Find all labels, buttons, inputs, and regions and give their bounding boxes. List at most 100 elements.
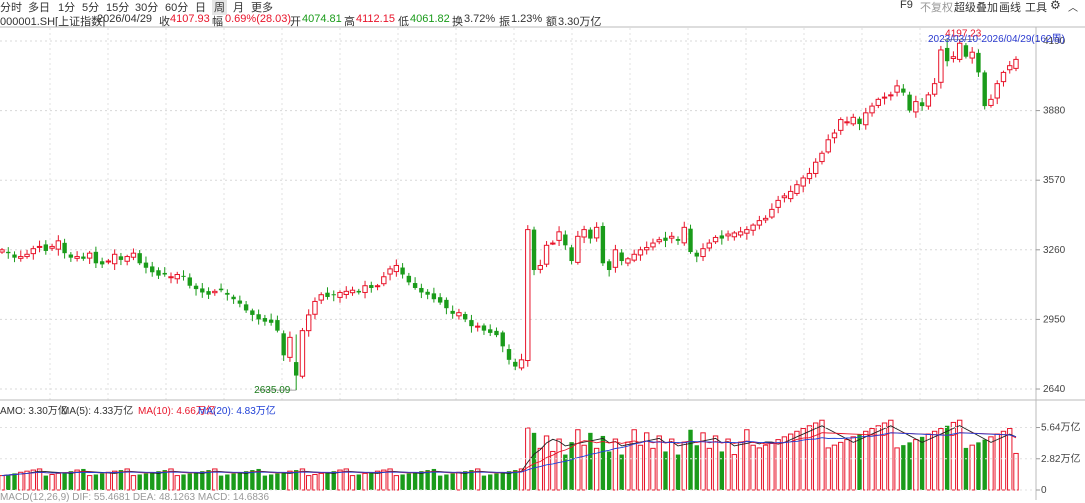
candle-body: [43, 244, 49, 251]
f9-button[interactable]: F9: [900, 0, 913, 11]
candle-body: [556, 231, 562, 241]
tools-button[interactable]: 工具: [1025, 2, 1047, 14]
volume-bar: [719, 451, 725, 490]
candle-body: [325, 292, 330, 297]
volume-bar: [24, 470, 30, 491]
volume-bar: [306, 475, 312, 491]
candle-body: [93, 251, 99, 264]
volume-bar: [118, 470, 124, 490]
volume-bar: [888, 419, 894, 491]
candle-body: [24, 253, 30, 258]
open-value: 4074.81: [302, 13, 342, 25]
candle-body: [281, 333, 286, 356]
candle-body: [374, 285, 381, 288]
turnover-value: 3.72%: [464, 13, 496, 25]
tab-1min[interactable]: 1分: [58, 2, 76, 14]
volume-bar: [656, 435, 662, 491]
volume-bar: [130, 475, 137, 491]
volume-bar: [425, 470, 430, 490]
volume-bar: [374, 470, 381, 491]
volume-bar: [913, 439, 919, 491]
date-range-label: 2023/03/10-2026/04/29(162周): [928, 34, 1065, 45]
candle-body: [656, 239, 662, 243]
volume-bar: [563, 454, 568, 490]
candle-body: [593, 226, 600, 239]
candle-body: [318, 294, 324, 301]
candle-body: [769, 208, 775, 218]
candle-body: [431, 293, 437, 300]
candle-body: [68, 254, 74, 258]
tab-week[interactable]: 周: [212, 0, 227, 15]
volume-bar: [318, 472, 324, 491]
tab-day[interactable]: 日: [195, 2, 206, 14]
candle-body: [494, 330, 499, 336]
volume-bar: [838, 441, 844, 491]
candle-body: [256, 314, 261, 320]
volume-bar: [944, 425, 950, 490]
candle-body: [569, 247, 574, 262]
candle-body: [268, 319, 274, 323]
volume-bar: [569, 442, 574, 490]
volume-bar: [444, 474, 449, 490]
candle-body: [1000, 71, 1007, 83]
volume-bar: [181, 474, 186, 490]
volume-bar: [325, 472, 330, 490]
candle-body: [700, 248, 706, 258]
volume-bar: [412, 472, 418, 490]
volume-bar: [55, 472, 62, 491]
min-price-label: 2635.09: [254, 385, 291, 396]
candle-body: [706, 242, 712, 249]
price-tick-label: 4190: [1043, 36, 1066, 47]
candle-body: [612, 249, 619, 268]
price-tick-label: 3570: [1043, 175, 1066, 186]
volume-bar: [894, 447, 900, 491]
volume-bar: [875, 425, 881, 491]
tab-60min[interactable]: 60分: [165, 2, 189, 14]
candle-body: [243, 304, 249, 311]
tab-multiday[interactable]: 多日: [28, 2, 50, 14]
draw-line-button[interactable]: 画线: [999, 2, 1021, 14]
candle-body: [425, 291, 430, 295]
tab-intraday[interactable]: 分时: [0, 2, 22, 14]
candle-body: [844, 121, 850, 124]
settings-icon[interactable]: ⚙: [1050, 0, 1061, 12]
volume-bar: [256, 468, 261, 490]
no-adjust-button[interactable]: 不复权: [920, 2, 953, 14]
volume-bar: [850, 436, 856, 491]
candle-body: [600, 226, 606, 264]
chevron-up-icon[interactable]: ︿: [1068, 3, 1078, 14]
candle-body: [218, 288, 224, 291]
candle-body: [938, 49, 944, 83]
volume-bar: [81, 468, 86, 490]
volume-bar: [675, 454, 681, 490]
tab-month[interactable]: 月: [233, 2, 244, 14]
candle-body: [312, 300, 318, 315]
candle-body: [731, 232, 738, 238]
tab-more[interactable]: 更多: [251, 2, 273, 14]
volume-bar: [111, 470, 118, 491]
volume-bar: [287, 470, 293, 491]
candle-body: [225, 292, 230, 295]
candle-body: [550, 242, 556, 245]
candle-body: [306, 314, 312, 332]
volume-bar: [994, 433, 1000, 491]
volume-bar: [93, 474, 99, 490]
candle-body: [0, 249, 5, 253]
tab-5min[interactable]: 5分: [82, 2, 100, 14]
candle-body: [888, 94, 894, 97]
volume-bar: [575, 429, 581, 491]
change-value: 0.69%(28.03): [225, 13, 292, 25]
volume-bar: [688, 429, 693, 490]
tab-30min[interactable]: 30分: [135, 2, 159, 14]
price-axis: 4190 3880 3570 3260 2950 2640: [1036, 36, 1066, 395]
tab-15min[interactable]: 15分: [106, 2, 130, 14]
overlay-button[interactable]: 超级叠加: [954, 2, 998, 14]
candle-body: [575, 235, 581, 263]
candle-body: [976, 52, 981, 73]
candle-body: [412, 283, 418, 288]
volume-bar: [631, 429, 637, 491]
candle-body: [6, 251, 11, 254]
candle-body: [931, 83, 938, 95]
candle-body: [669, 235, 675, 239]
